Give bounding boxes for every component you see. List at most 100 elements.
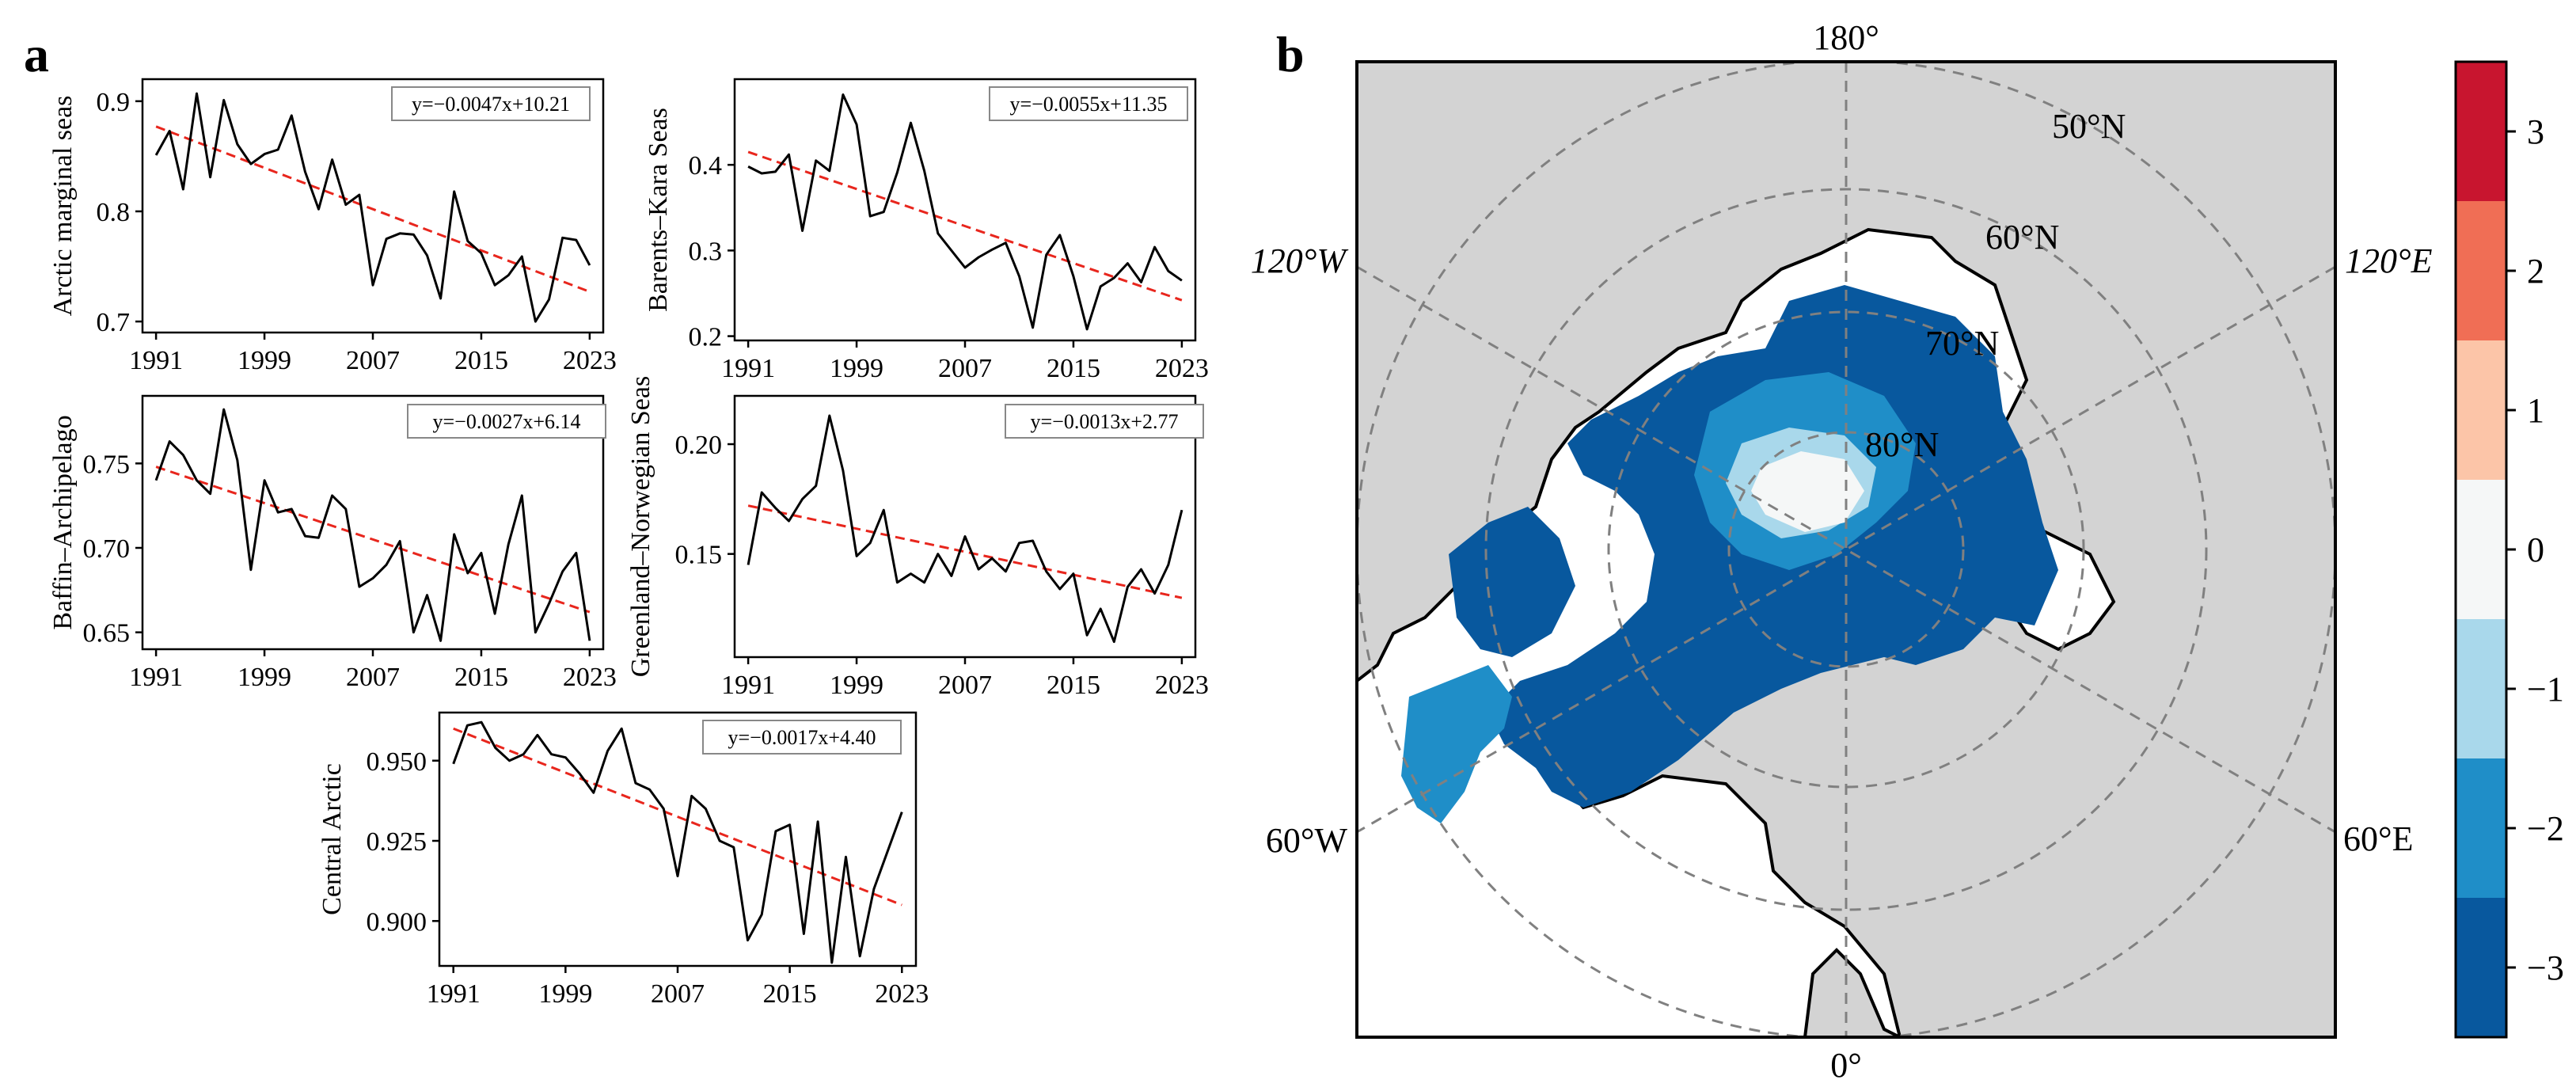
colorbar-segment: [2456, 62, 2506, 201]
x-tick-label: 2023: [875, 979, 929, 1009]
x-tick-label: 2015: [454, 663, 508, 692]
chart-greenland-norwegian-seas: 1991 1999 2007 2015 2023 0.15 0.20 Greenland–No…: [626, 376, 1209, 700]
equation-frame: [391, 86, 591, 121]
chart-central-arctic: 1991 1999 2007 2015 2023 0.900 0.925 0.950 Centr…: [317, 711, 929, 1009]
lat-label-60n: 60°N: [1985, 218, 2059, 257]
x-tick-label: 2015: [1047, 354, 1100, 383]
meridian-120w-60e: [1357, 265, 2335, 834]
lat-label-80n: 80°N: [1865, 425, 1939, 464]
trend-line: [155, 125, 591, 293]
trend-region-near-zero: [1751, 451, 1864, 532]
x-tick-label: 1991: [427, 979, 481, 1009]
x-tick-label: 1999: [538, 979, 592, 1009]
y-axis-label: Central Arctic: [317, 763, 347, 915]
colorbar-tick-label: 2: [2527, 252, 2544, 291]
x-tick-label: 1999: [237, 663, 291, 692]
x-tick-label: 1999: [237, 346, 291, 375]
trend-region-atlantic-edge: [1401, 665, 1512, 823]
trend-shading: [1401, 285, 2058, 823]
lon-label-120w: 120°W: [1251, 241, 1349, 280]
graticule: [1357, 62, 2335, 1037]
equation-text: y=−0.0047x+10.21: [412, 93, 570, 116]
colorbar-tick-label: −3: [2527, 948, 2564, 987]
latitude-circle-70n: [1607, 310, 2085, 789]
trend-region-canadian-archipelago: [1449, 507, 1575, 657]
chart-baffin-archipelago: 1991 1999 2007 2015 2023 0.65 0.70 0.75Baffin–A…: [48, 394, 617, 692]
colorbar-segment: [2456, 898, 2506, 1037]
y-tick-label: 0.2: [689, 323, 723, 352]
y-tick-label: 0.900: [367, 907, 427, 937]
equation-box: y=−0.0047x+10.21: [391, 86, 591, 121]
x-tick-label: 2007: [346, 346, 400, 375]
equation-text: y=−0.0027x+6.14: [433, 410, 581, 433]
x-tick-label: 1991: [721, 354, 775, 383]
y-tick-label: 0.20: [675, 431, 723, 460]
equation-text: y=−0.0013x+2.77: [1031, 410, 1179, 433]
series-line: [747, 414, 1184, 644]
colorbar-segment: [2456, 480, 2506, 619]
trend-line: [747, 150, 1183, 302]
colorbar-segment: [2456, 340, 2506, 480]
colorbar: 3 2 1 0 −1 −2 −3: [2454, 60, 2564, 1039]
y-tick-label: 0.4: [689, 151, 723, 181]
map-frame: [1355, 60, 2337, 1039]
lon-label-180: 180°: [1813, 18, 1879, 57]
colorbar-tick-label: −2: [2527, 809, 2564, 848]
equation-text: y=−0.0055x+11.35: [1009, 93, 1167, 116]
colorbar-segment: [2456, 758, 2506, 898]
y-tick-label: 0.8: [97, 198, 131, 227]
meridian-120e-60w: [1357, 265, 2335, 834]
y-tick-label: 0.70: [83, 534, 131, 564]
x-tick-label: 2015: [763, 979, 817, 1009]
colorbar-tick-label: 1: [2527, 391, 2544, 430]
land-scandinavia: [1803, 948, 1901, 1037]
equation-text: y=−0.0017x+4.40: [728, 726, 876, 749]
x-tick-label: 2023: [1155, 354, 1209, 383]
x-tick-label: 2023: [563, 663, 617, 692]
x-tick-label: 1991: [129, 346, 183, 375]
x-tick-label: 2023: [563, 346, 617, 375]
x-tick-label: 1991: [129, 663, 183, 692]
x-tick-label: 2015: [454, 346, 508, 375]
latitude-circle-60n: [1484, 188, 2208, 911]
y-tick-label: 0.9: [97, 88, 131, 117]
equation-box: y=−0.0017x+4.40: [702, 720, 902, 755]
colorbar-tick-label: −1: [2527, 670, 2564, 709]
y-axis-label: Greenland–Norwegian Seas: [626, 376, 655, 677]
panel-b-label: b: [1276, 26, 1305, 82]
equation-box: y=−0.0027x+6.14: [407, 404, 606, 439]
series-line: [154, 92, 591, 323]
chart-arctic-marginal-seas: 1991 1999 2007 2015 2023 0.7 0.8 0.9 Arctic marg…: [48, 78, 617, 375]
x-tick-label: 2007: [651, 979, 705, 1009]
lat-label-70n: 70°N: [1925, 324, 1999, 363]
polar-map: 180° 120°W 120°E 60°W 60°E 0° 50°N 60°N …: [1251, 18, 2433, 1085]
equation-frame: [989, 86, 1188, 121]
equation-box: y=−0.0055x+11.35: [989, 86, 1188, 121]
trend-line: [747, 504, 1183, 599]
y-axis-label: Baffin–Archipelago: [48, 415, 78, 629]
equation-frame: [702, 720, 902, 755]
y-tick-label: 0.7: [97, 308, 131, 337]
trend-line: [155, 466, 591, 614]
x-tick-label: 2007: [938, 671, 992, 700]
trend-line: [453, 727, 902, 907]
y-tick-label: 0.65: [83, 619, 131, 648]
lon-label-0: 0°: [1830, 1046, 1862, 1085]
equation-box: y=−0.0013x+2.77: [1005, 404, 1204, 439]
y-tick-label: 0.3: [689, 237, 723, 266]
lon-label-60e: 60°E: [2343, 819, 2413, 858]
x-tick-label: 2015: [1047, 671, 1100, 700]
equation-frame: [1005, 404, 1204, 439]
colorbar-segment: [2456, 619, 2506, 758]
x-tick-label: 2023: [1155, 671, 1209, 700]
lon-label-120e: 120°E: [2345, 241, 2433, 280]
y-tick-label: 0.950: [367, 747, 427, 777]
equation-frame: [407, 404, 606, 439]
y-tick-label: 0.925: [367, 827, 427, 857]
panel-a-label: a: [24, 26, 49, 82]
colorbar-tick-label: 3: [2527, 112, 2544, 151]
y-axis-label: Barents–Kara Seas: [644, 108, 673, 312]
x-tick-label: 1999: [830, 671, 883, 700]
lon-label-60w: 60°W: [1266, 821, 1348, 860]
